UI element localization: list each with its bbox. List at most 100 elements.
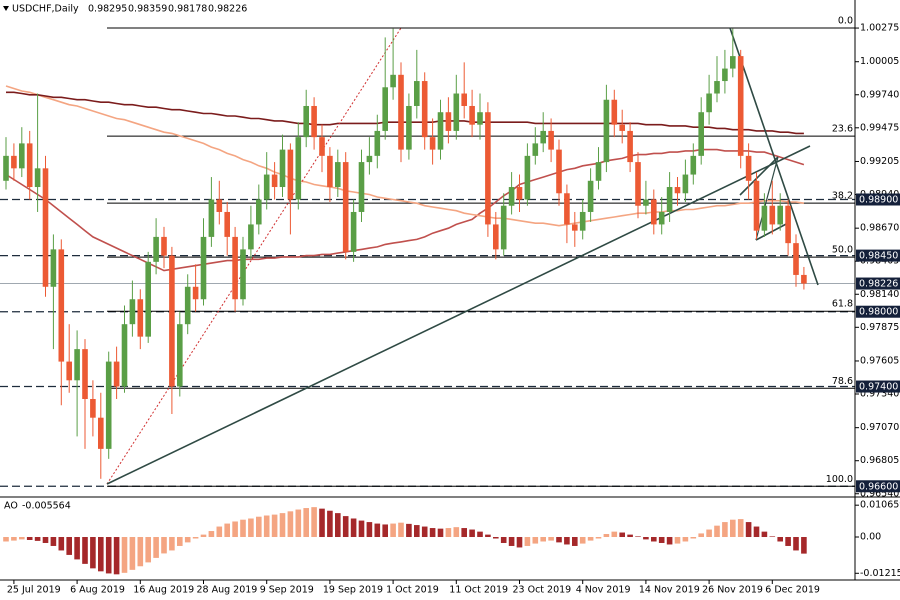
candle-body: [461, 93, 467, 106]
x-tick-label: 6 Aug 2019: [70, 585, 125, 596]
ao-bar: [58, 537, 65, 551]
ao-bar: [3, 537, 9, 542]
ao-bar: [184, 537, 191, 543]
y-tick-label: 0.97875: [860, 322, 899, 333]
ao-bar: [256, 516, 262, 538]
x-tick-label: 1 Oct 2019: [386, 585, 439, 596]
y-tick-label: 0.98670: [860, 223, 899, 234]
candle-body: [619, 124, 625, 131]
ao-bar: [327, 510, 333, 538]
candle-body: [556, 149, 562, 194]
ao-tick-label: 0.010659: [860, 500, 900, 511]
ao-bar: [682, 537, 689, 542]
candle-body: [200, 236, 207, 300]
candle-body: [572, 224, 578, 231]
candle-body: [674, 187, 681, 194]
price-box: [856, 305, 900, 318]
moving-average: [6, 91, 804, 135]
candle-body: [19, 143, 25, 169]
ao-bar: [658, 537, 665, 543]
candle-body: [753, 180, 760, 231]
candle-body: [627, 130, 633, 163]
candle-body: [548, 130, 554, 150]
ao-bar: [651, 537, 657, 542]
ao-bar: [342, 516, 349, 538]
candle-body: [342, 162, 349, 252]
fib-label: 100.0: [826, 474, 853, 485]
header-marker: [3, 6, 9, 11]
candle-body: [635, 162, 641, 206]
candle-body: [66, 361, 72, 381]
fib-base-line: [106, 27, 402, 485]
candle-body: [153, 236, 159, 262]
candle-body: [374, 130, 381, 156]
candle-body: [666, 187, 673, 212]
candle-body: [421, 81, 428, 138]
ao-bar: [619, 532, 625, 538]
candle-body: [469, 105, 475, 125]
ao-bar: [635, 536, 641, 538]
ao-bar: [627, 534, 633, 538]
ao-bar: [374, 523, 381, 538]
candle-body: [595, 162, 602, 181]
ao-bar: [564, 537, 570, 545]
price-box: [856, 480, 900, 493]
ao-bar: [469, 529, 475, 538]
ao-bar: [248, 518, 254, 538]
candle-body: [414, 81, 420, 106]
header-close: 0.98226: [208, 4, 247, 15]
ao-bar: [66, 537, 72, 555]
ao-bar: [690, 537, 697, 539]
candle-body: [287, 149, 294, 200]
ao-bar: [516, 537, 523, 548]
ao-bar: [777, 537, 783, 542]
candle-body: [240, 249, 246, 300]
ao-bar: [295, 509, 302, 538]
ao-bar: [595, 537, 602, 539]
ao-bar: [437, 528, 444, 538]
candle-body: [327, 155, 333, 188]
ao-bar: [113, 537, 120, 575]
ao-bar: [240, 519, 246, 538]
ao-bar: [445, 528, 452, 538]
ao-bar: [26, 537, 33, 540]
candle-body: [769, 205, 776, 225]
ao-bar: [34, 537, 41, 541]
candle-body: [706, 93, 712, 113]
ao-bar: [477, 531, 483, 538]
symbol-title: USDCHF,Daily: [12, 4, 79, 15]
candle-body: [722, 68, 728, 82]
candle-body: [3, 155, 9, 181]
x-tick-label: 26 Nov 2019: [702, 585, 763, 596]
ao-bar: [216, 526, 223, 538]
ao-bar: [414, 525, 420, 538]
ao-bar: [579, 537, 586, 544]
ao-bar: [611, 531, 618, 538]
ao-bar: [208, 531, 215, 538]
y-tick-label: 0.96540: [860, 488, 899, 499]
candle-body: [453, 93, 460, 131]
candle-body: [34, 168, 41, 188]
ao-bar: [287, 511, 294, 538]
fib-label: 0.0: [838, 16, 853, 27]
candle-body: [26, 143, 33, 188]
y-tick-label: 0.98140: [860, 289, 899, 300]
candle-body: [737, 56, 744, 156]
candle-body: [184, 286, 191, 325]
candle-body: [42, 168, 49, 287]
ao-bar: [50, 537, 57, 546]
candle-body: [224, 211, 230, 237]
candle-body: [777, 205, 783, 225]
candle-body: [390, 74, 396, 88]
ao-bar: [485, 534, 491, 538]
price-box: [856, 193, 900, 206]
price-box-label: 0.98000: [859, 307, 898, 318]
candle-body: [177, 324, 183, 387]
ao-bar: [753, 526, 760, 538]
candle-body: [437, 112, 444, 150]
ao-bar: [358, 520, 365, 538]
candle-body: [90, 398, 96, 418]
ao-bar: [105, 537, 112, 574]
y-tick-label: 0.96805: [860, 455, 899, 466]
ao-bar: [366, 522, 373, 538]
